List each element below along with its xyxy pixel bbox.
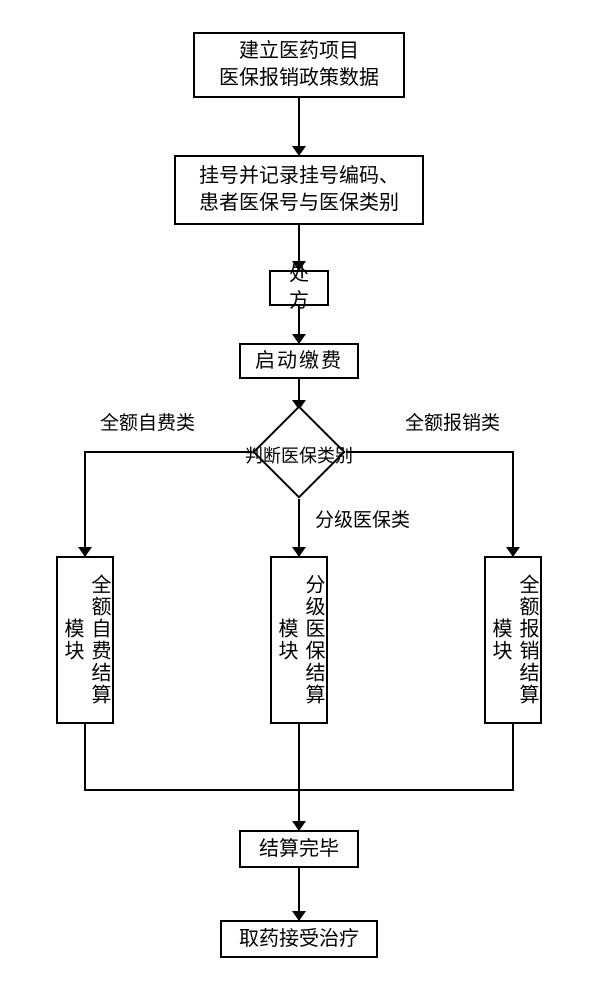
node-start-payment: 启动缴费 bbox=[239, 343, 359, 379]
module-self-pay: 全额自费结算模块 bbox=[56, 556, 114, 724]
text-line: 挂号并记录挂号编码、 bbox=[199, 163, 399, 190]
text-line: 处方 bbox=[281, 261, 317, 315]
text-line: 取药接受治疗 bbox=[239, 926, 359, 953]
branch-label-full-reimburse: 全额报销类 bbox=[405, 408, 500, 435]
text-line: 医保报销政策数据 bbox=[219, 65, 379, 92]
text-line: 患者医保号与医保类别 bbox=[199, 190, 399, 217]
text-line: 启动缴费 bbox=[255, 348, 343, 375]
text-line: 建立医药项目 bbox=[219, 38, 379, 65]
text-line: 全额自费结算模块 bbox=[58, 564, 112, 716]
branch-label-self-pay: 全额自费类 bbox=[100, 408, 195, 435]
text-line: 全额报销结算模块 bbox=[486, 564, 540, 716]
node-settlement-done: 结算完毕 bbox=[239, 830, 359, 868]
decision-insurance-type-label: 判断医保类别 bbox=[239, 442, 359, 468]
text-line: 结算完毕 bbox=[259, 836, 339, 863]
text-line: 分级医保结算模块 bbox=[272, 564, 326, 716]
module-tiered: 分级医保结算模块 bbox=[270, 556, 328, 724]
branch-label-tiered: 分级医保类 bbox=[315, 505, 410, 532]
node-get-medicine: 取药接受治疗 bbox=[220, 920, 378, 958]
node-prescription: 处方 bbox=[269, 270, 329, 306]
node-register: 挂号并记录挂号编码、 患者医保号与医保类别 bbox=[174, 155, 424, 225]
module-full-reimburse: 全额报销结算模块 bbox=[484, 556, 542, 724]
node-establish-data: 建立医药项目 医保报销政策数据 bbox=[193, 32, 405, 98]
flowchart-canvas: 建立医药项目 医保报销政策数据 挂号并记录挂号编码、 患者医保号与医保类别 处方… bbox=[0, 0, 597, 1000]
